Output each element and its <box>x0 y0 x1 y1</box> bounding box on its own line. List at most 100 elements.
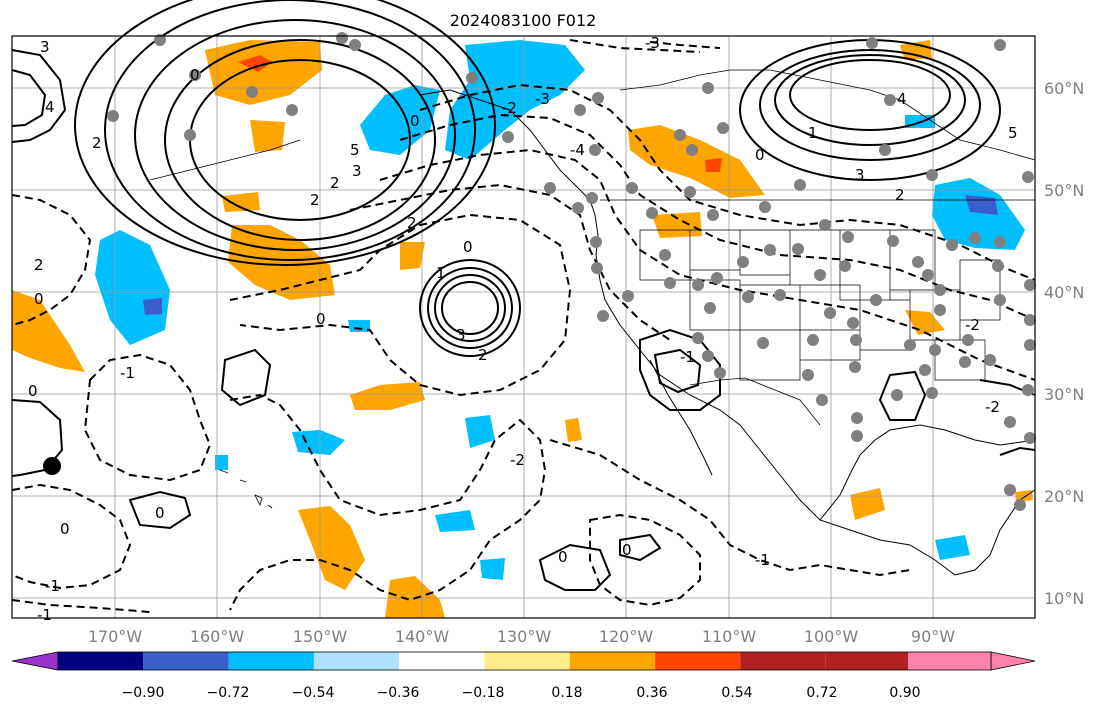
shade-positive <box>385 576 445 618</box>
shade-positive <box>900 40 932 60</box>
contour-label: 2 <box>330 174 340 192</box>
contour-label: 2 <box>92 134 102 152</box>
colorbar-tick-label: 0.18 <box>551 685 582 701</box>
contour-label: -1 <box>45 577 60 595</box>
contour-label: 3 <box>456 326 466 344</box>
contour-label: 0 <box>755 146 765 164</box>
shaded-anomalies <box>12 40 1033 618</box>
lon-tick-label: 120°W <box>599 627 654 646</box>
station-dots <box>107 32 1036 511</box>
lat-tick-label: 60°N <box>1044 79 1084 98</box>
colorbar-tick-label: −0.36 <box>377 685 420 701</box>
lon-tick-label: 100°W <box>804 627 859 646</box>
colorbar-segment <box>484 652 570 670</box>
contour-label: 0 <box>463 238 473 256</box>
shade-positive <box>705 158 722 172</box>
colorbar-tick-label: −0.18 <box>462 685 505 701</box>
lon-tick-label: 110°W <box>702 627 757 646</box>
shade-positive <box>250 120 285 152</box>
contour-label: -2 <box>502 99 517 117</box>
lon-tick-label: 150°W <box>293 627 348 646</box>
contour-label: 0 <box>558 548 568 566</box>
lat-tick-label: 30°N <box>1044 385 1084 404</box>
contour-label: 2 <box>310 191 320 209</box>
latitude-labels: 60°N 50°N 40°N 30°N 20°N 10°N <box>1044 79 1084 608</box>
colorbar: −0.90 −0.72 −0.54 −0.36 −0.18 0.18 0.36 … <box>11 651 1036 701</box>
shade-negative <box>95 230 170 345</box>
colorbar-segment <box>908 652 991 670</box>
contour-label: 1 <box>436 264 446 282</box>
contour-label: 5 <box>350 141 360 159</box>
lon-tick-label: 160°W <box>190 627 245 646</box>
colorbar-tick-label: 0.36 <box>636 685 667 701</box>
contour-label: 2 <box>895 186 905 204</box>
dashed-contours <box>11 39 1036 613</box>
contour-label: -1 <box>755 551 770 569</box>
shade-negative <box>935 535 970 560</box>
shade-positive <box>238 55 272 72</box>
shade-positive <box>12 290 85 372</box>
colorbar-segment <box>740 652 826 670</box>
contour-label: 4 <box>897 90 907 108</box>
marker-point <box>43 457 61 475</box>
contour-label: 0 <box>316 310 326 328</box>
contour-label: 0 <box>28 382 38 400</box>
lat-tick-label: 40°N <box>1044 283 1084 302</box>
contour-label: 3 <box>352 162 362 180</box>
contour-label: -2 <box>985 398 1000 416</box>
colorbar-tick-label: −0.54 <box>292 685 335 701</box>
colorbar-tick-label: 0.90 <box>889 685 920 701</box>
shade-positive <box>228 225 335 300</box>
shade-negative <box>445 40 585 160</box>
colorbar-segment <box>313 652 400 670</box>
contour-label: 0 <box>34 290 44 308</box>
colorbar-tick-label: 0.54 <box>721 685 752 701</box>
contour-label: 0 <box>60 520 70 538</box>
contour-label: 0 <box>622 541 632 559</box>
shade-negative <box>215 455 228 470</box>
colorbar-frame <box>57 651 992 671</box>
lat-tick-label: 20°N <box>1044 487 1084 506</box>
map-panel: 3 4 2 0 5 3 2 2 0 -3 -4 -2 2 0 1 3 2 2 0… <box>11 0 1036 624</box>
contour-label: -3 <box>535 90 550 108</box>
colorbar-tick-label: 0.72 <box>806 685 837 701</box>
contour-label: 2 <box>407 214 417 232</box>
colorbar-segment <box>399 652 485 670</box>
coastlines <box>149 69 1036 576</box>
contour-label: 0 <box>410 112 420 130</box>
contour-label: 0 <box>190 66 200 84</box>
contour-label: -1 <box>120 364 135 382</box>
shade-positive <box>565 418 582 442</box>
lon-tick-label: 140°W <box>395 627 450 646</box>
solid-contours <box>11 0 1036 591</box>
contour-label: 2 <box>478 346 488 364</box>
colorbar-segment <box>825 652 908 670</box>
figure-title: 2024083100 F012 <box>450 11 597 30</box>
contour-label: 3 <box>855 166 865 184</box>
contour-label: -1 <box>680 348 695 366</box>
shade-negative <box>480 558 505 580</box>
shade-positive <box>652 212 702 238</box>
colorbar-segment <box>143 652 229 670</box>
contour-label: 1 <box>808 124 818 142</box>
shade-negative <box>360 85 440 155</box>
shade-negative <box>435 510 475 532</box>
colorbar-tick-label: −0.72 <box>207 685 250 701</box>
shade-positive <box>350 382 425 410</box>
lat-tick-label: 10°N <box>1044 589 1084 608</box>
colorbar-segment <box>655 652 741 670</box>
colorbar-segment <box>228 652 314 670</box>
shade-negative <box>348 320 370 332</box>
contour-label: 3 <box>40 38 50 56</box>
shade-positive <box>400 242 425 270</box>
shade-positive <box>205 40 322 105</box>
colorbar-extend-low <box>11 651 59 671</box>
shade-negative <box>465 415 495 448</box>
contour-label: -1 <box>37 606 52 624</box>
map-frame <box>11 35 1036 619</box>
lon-tick-label: 170°W <box>88 627 143 646</box>
contour-label: 2 <box>34 256 44 274</box>
colorbar-segment <box>58 652 144 670</box>
shade-negative <box>932 178 1025 250</box>
